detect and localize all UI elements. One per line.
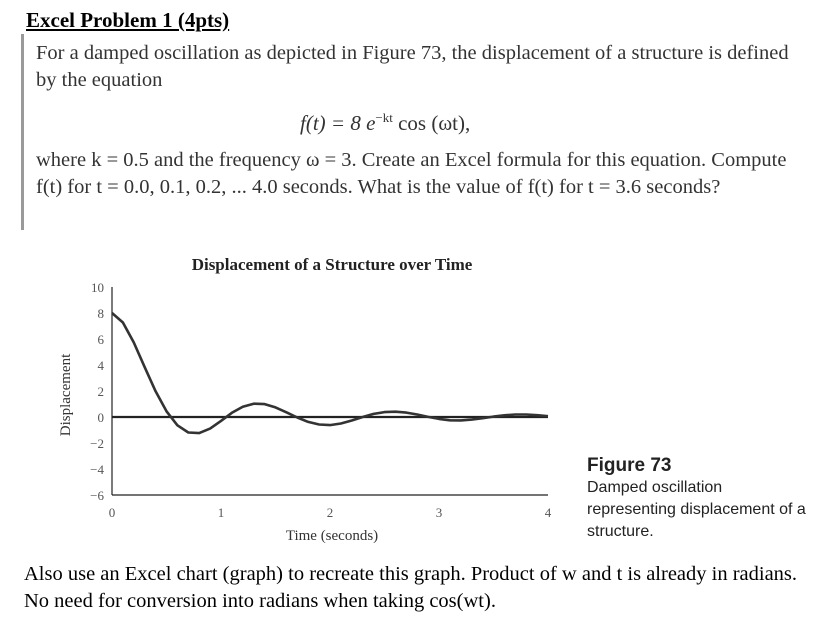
y-tick-label: −2 xyxy=(90,436,104,451)
x-tick-label: 4 xyxy=(545,505,552,520)
figure-caption-text: Damped oscillation representing displace… xyxy=(587,479,806,540)
x-tick-label: 0 xyxy=(109,505,116,520)
y-tick-label: −4 xyxy=(90,462,104,477)
y-axis-label: Displacement xyxy=(58,353,74,436)
chart-title: Displacement of a Structure over Time xyxy=(192,255,473,274)
y-tick-label: 6 xyxy=(98,332,105,347)
x-tick-label: 2 xyxy=(327,505,334,520)
y-tick-label: −6 xyxy=(90,488,104,503)
y-tick-label: 2 xyxy=(98,384,105,399)
y-ticks: 10 8 6 4 2 0 −2 −4 −6 xyxy=(90,280,104,503)
series-line xyxy=(111,312,549,435)
y-tick-label: 10 xyxy=(91,280,104,295)
y-tick-label: 8 xyxy=(98,306,105,321)
problem-paragraph-1: For a damped oscillation as depicted in … xyxy=(36,42,789,91)
x-tick-label: 3 xyxy=(436,505,443,520)
x-ticks: 0 1 2 3 4 xyxy=(109,505,552,520)
instruction-note: Also use an Excel chart (graph) to recre… xyxy=(24,563,798,612)
excerpt-bar xyxy=(21,34,24,230)
x-axis-label: Time (seconds) xyxy=(286,528,378,544)
y-tick-label: 4 xyxy=(98,358,105,373)
displacement-chart: Displacement of a Structure over Time 10… xyxy=(58,255,552,544)
figure-caption: Figure 73 Damped oscillation representin… xyxy=(587,455,812,543)
problem-paragraph-2: where k = 0.5 and the frequency ω = 3. C… xyxy=(36,149,787,198)
x-tick-label: 1 xyxy=(218,505,225,520)
figure-label: Figure 73 xyxy=(587,455,672,476)
equation-rhs: cos (ωt), xyxy=(392,111,471,135)
problem-heading: Excel Problem 1 (4pts) xyxy=(26,8,230,32)
equation-lhs: f(t) = 8 e xyxy=(300,111,376,135)
equation: f(t) = 8 e−kt cos (ωt), xyxy=(300,110,470,136)
y-tick-label: 0 xyxy=(98,410,105,425)
equation-exponent: −kt xyxy=(375,110,393,125)
